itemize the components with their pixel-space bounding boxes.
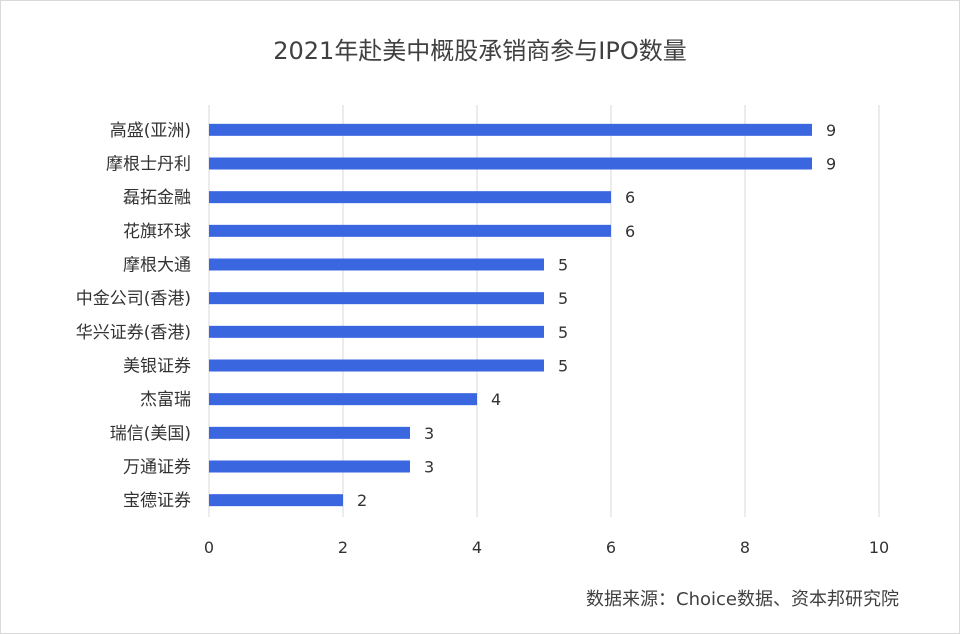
bar xyxy=(209,494,343,507)
category-label: 磊拓金融 xyxy=(123,188,191,208)
category-label: 宝德证券 xyxy=(123,491,191,511)
category-label: 美银证券 xyxy=(123,357,191,377)
category-label: 中金公司(香港) xyxy=(76,289,191,309)
x-tick-label: 8 xyxy=(740,538,750,557)
x-tick-label: 2 xyxy=(338,538,348,557)
value-label: 5 xyxy=(558,289,568,308)
bar xyxy=(209,123,812,136)
chart-title: 2021年赴美中概股承销商参与IPO数量 xyxy=(273,37,687,65)
category-label: 杰富瑞 xyxy=(140,390,191,410)
value-label: 2 xyxy=(357,491,367,510)
bar xyxy=(209,393,477,406)
bar xyxy=(209,292,544,305)
bar xyxy=(209,460,410,473)
value-label: 5 xyxy=(558,323,568,342)
labels: 0 2 4 6 8 10 高盛(亚洲) 9 摩根士丹利 9 磊拓金融 6 花旗环球 6 摩根大通 5 中金公司(… xyxy=(76,121,889,557)
value-label: 9 xyxy=(826,155,836,174)
gridlines xyxy=(208,105,880,517)
category-label: 华兴证券(香港) xyxy=(76,323,191,343)
bar xyxy=(209,426,410,439)
value-label: 5 xyxy=(558,357,568,376)
category-label: 万通证券 xyxy=(123,458,191,478)
x-tick-label: 4 xyxy=(472,538,482,557)
value-label: 3 xyxy=(424,458,434,477)
category-label: 摩根士丹利 xyxy=(106,155,191,175)
value-label: 6 xyxy=(625,222,635,241)
bar xyxy=(209,191,611,204)
category-label: 瑞信(美国) xyxy=(110,424,191,444)
bar xyxy=(209,325,544,338)
bar xyxy=(209,224,611,237)
x-tick-label: 10 xyxy=(869,538,889,557)
category-label: 摩根大通 xyxy=(123,256,191,276)
bar xyxy=(209,258,544,271)
value-label: 9 xyxy=(826,121,836,140)
bar xyxy=(209,359,544,372)
value-label: 6 xyxy=(625,188,635,207)
value-label: 4 xyxy=(491,390,501,409)
value-label: 3 xyxy=(424,424,434,443)
bars xyxy=(209,123,812,507)
value-label: 5 xyxy=(558,256,568,275)
category-label: 高盛(亚洲) xyxy=(110,121,191,141)
bar xyxy=(209,157,812,170)
x-tick-label: 0 xyxy=(204,538,214,557)
x-tick-label: 6 xyxy=(606,538,616,557)
source-note: 数据来源：Choice数据、资本邦研究院 xyxy=(586,589,899,610)
category-label: 花旗环球 xyxy=(123,222,191,242)
